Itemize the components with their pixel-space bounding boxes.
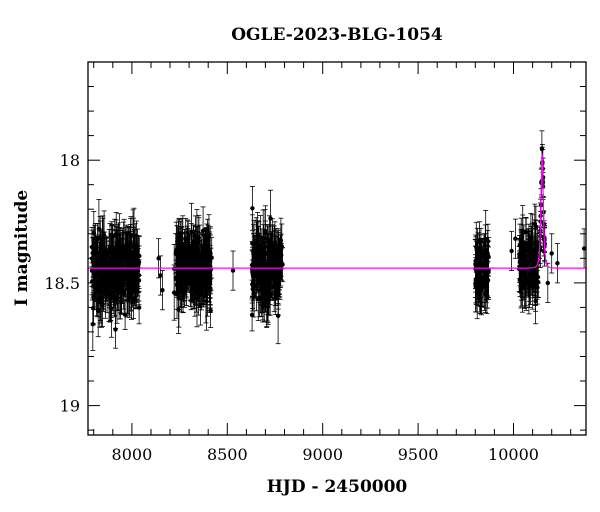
data-point: [101, 250, 107, 293]
y-tick-label: 19: [60, 397, 80, 416]
data-point: [249, 298, 255, 332]
data-point: [106, 256, 112, 307]
data-point: [130, 258, 136, 295]
model-curve: [88, 153, 586, 269]
data-point: [526, 223, 532, 270]
data-point: [179, 247, 185, 283]
data-point: [136, 235, 141, 294]
data-points: [89, 130, 587, 351]
data-point: [121, 253, 127, 297]
data-point: [188, 255, 194, 302]
x-tick-label: 8500: [207, 445, 248, 464]
data-point: [205, 218, 211, 259]
data-point: [473, 236, 479, 286]
data-point: [201, 246, 207, 306]
data-point: [135, 245, 141, 297]
data-point: [264, 270, 270, 328]
y-tick-label: 18.5: [44, 274, 80, 293]
plot-frame: [87, 61, 587, 436]
data-point: [202, 227, 208, 281]
data-point: [486, 236, 492, 277]
data-point: [260, 291, 266, 323]
x-tick-label: 9000: [302, 445, 343, 464]
data-point: [545, 262, 551, 303]
y-axis-label: I magnitude: [12, 190, 32, 307]
x-axis-label: HJD - 2450000: [267, 477, 408, 497]
data-point: [129, 253, 135, 290]
data-point: [159, 270, 165, 311]
data-point: [111, 265, 117, 309]
data-point: [174, 243, 180, 287]
data-point: [278, 217, 284, 264]
data-point: [271, 241, 277, 299]
model-line: [88, 153, 586, 269]
y-tick-label: 18: [60, 151, 80, 170]
data-point: [115, 265, 121, 311]
x-tick-label: 8000: [112, 445, 153, 464]
data-point: [549, 233, 555, 274]
y-tick-labels: 18 18.5 19: [44, 151, 80, 415]
data-point: [276, 231, 282, 275]
x-tick-labels: 8000 8500 9000 9500 10000: [112, 445, 539, 464]
data-point: [207, 252, 213, 306]
data-point: [512, 218, 518, 259]
data-point: [230, 250, 236, 291]
data-point: [261, 257, 267, 289]
axis-ticks: [88, 62, 586, 435]
data-point: [476, 245, 482, 282]
x-tick-label: 10000: [488, 445, 539, 464]
data-point: [125, 256, 131, 315]
data-point: [554, 243, 560, 284]
data-point: [190, 230, 196, 274]
data-point: [156, 238, 162, 279]
chart-title: OGLE-2023-BLG-1054: [231, 25, 443, 45]
data-point: [117, 226, 123, 271]
data-point: [182, 250, 188, 301]
x-tick-label: 9500: [398, 445, 439, 464]
data-point: [91, 261, 97, 311]
data-point: [509, 230, 515, 272]
